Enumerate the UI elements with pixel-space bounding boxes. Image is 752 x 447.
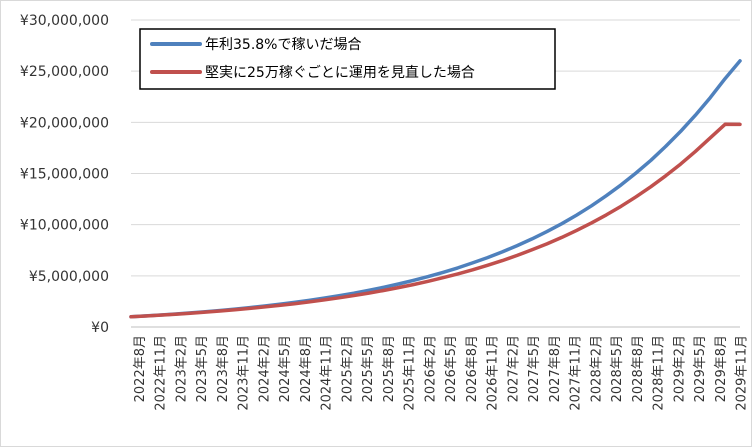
y-tick-label: ¥0	[91, 320, 109, 336]
x-tick-label: 2024年11月	[320, 335, 335, 411]
series-lines	[129, 59, 742, 319]
x-tick-label: 2029年5月	[693, 335, 708, 402]
x-tick-label: 2025年11月	[403, 335, 418, 411]
legend-label-blue: 年利35.8%で稼いだ場合	[205, 37, 361, 53]
x-tick-label: 2022年11月	[154, 335, 169, 411]
y-tick-label: ¥5,000,000	[29, 269, 109, 285]
x-tick-label: 2027年11月	[569, 335, 584, 411]
x-tick-label: 2025年8月	[382, 335, 397, 402]
x-tick-label: 2024年5月	[278, 335, 293, 402]
x-tick-label: 2028年2月	[589, 335, 604, 402]
x-tick-label: 2022年8月	[133, 335, 148, 402]
x-tick-label: 2029年8月	[714, 335, 729, 402]
y-axis-ticks: ¥0 ¥5,000,000 ¥10,000,000 ¥15,000,000 ¥20,00…	[20, 13, 109, 336]
x-axis-ticks: 2022年8月 2022年11月 2023年2月 2023年5月 2023年8月 2023…	[133, 335, 750, 411]
legend-box	[139, 28, 556, 90]
x-tick-label: 2027年8月	[548, 335, 563, 402]
x-tick-label: 2029年11月	[735, 335, 750, 411]
x-tick-label: 2023年11月	[237, 335, 252, 411]
x-tick-label: 2028年5月	[610, 335, 625, 402]
x-tick-label: 2024年8月	[299, 335, 314, 402]
y-tick-label: ¥15,000,000	[20, 167, 109, 183]
x-tick-label: 2026年8月	[465, 335, 480, 402]
x-tick-label: 2025年5月	[361, 335, 376, 402]
series-line-1	[129, 122, 742, 319]
legend-label-red: 堅実に25万稼ぐごとに運用を見直した場合	[205, 64, 475, 81]
x-tick-label: 2026年2月	[423, 335, 438, 402]
x-tick-label: 2027年5月	[527, 335, 542, 402]
x-tick-label: 2026年5月	[444, 335, 459, 402]
y-tick-label: ¥30,000,000	[20, 13, 109, 29]
x-tick-label: 2023年8月	[216, 335, 231, 402]
x-tick-label: 2027年2月	[506, 335, 521, 402]
x-tick-label: 2026年11月	[486, 335, 501, 411]
y-tick-label: ¥25,000,000	[20, 64, 109, 80]
legend: 年利35.8%で稼いだ場合 堅実に25万稼ぐごとに運用を見直した場合	[139, 28, 556, 90]
x-tick-label: 2028年11月	[652, 335, 667, 411]
x-tick-label: 2024年2月	[257, 335, 272, 402]
x-tick-label: 2023年5月	[195, 335, 210, 402]
y-tick-label: ¥10,000,000	[20, 218, 109, 234]
x-tick-label: 2023年2月	[174, 335, 189, 402]
x-tick-label: 2028年8月	[631, 335, 646, 402]
y-tick-label: ¥20,000,000	[20, 115, 109, 131]
x-tick-label: 2029年2月	[672, 335, 687, 402]
x-tick-label: 2025年2月	[340, 335, 355, 402]
